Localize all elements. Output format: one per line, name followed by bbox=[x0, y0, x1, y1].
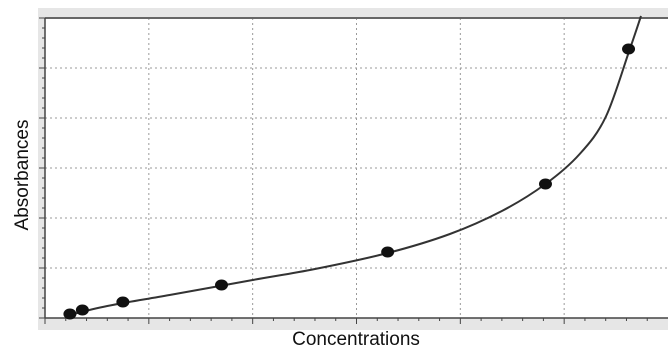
data-point bbox=[75, 304, 89, 316]
data-point bbox=[381, 246, 395, 258]
fit-curve bbox=[65, 15, 642, 317]
data-point bbox=[215, 279, 229, 291]
x-axis-title: Concentrations bbox=[292, 329, 420, 349]
data-point bbox=[622, 43, 636, 55]
data-point bbox=[538, 178, 552, 190]
data-points bbox=[63, 43, 636, 320]
y-axis-title: Absorbances bbox=[12, 120, 33, 231]
data-point bbox=[63, 308, 77, 320]
axes bbox=[39, 17, 668, 324]
data-point bbox=[116, 296, 130, 308]
